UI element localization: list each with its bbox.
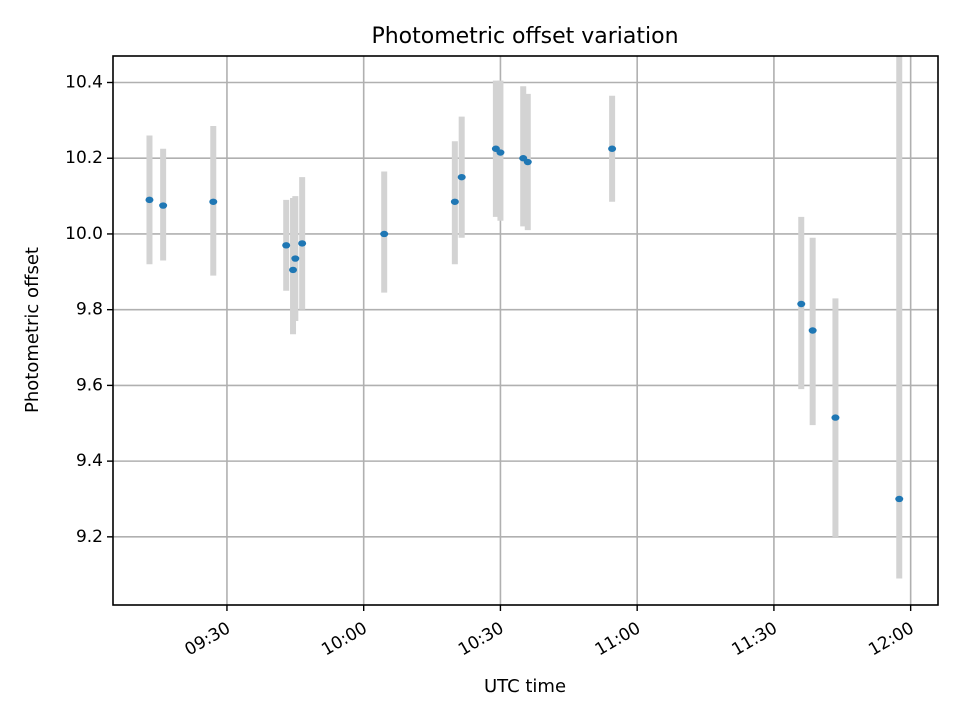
y-tick-label: 9.2: [76, 527, 103, 547]
data-point: [159, 202, 168, 209]
data-point: [523, 158, 532, 166]
data-point: [608, 145, 617, 152]
y-tick-label: 9.8: [76, 300, 103, 320]
y-axis: 9.2 9.4 9.6 9.8 10.0 10.2 10.4: [65, 73, 113, 547]
data-point: [145, 196, 154, 204]
data-point: [282, 242, 291, 249]
x-axis-label: UTC time: [484, 676, 566, 697]
y-tick-label: 9.6: [76, 375, 103, 395]
data-point: [209, 198, 218, 205]
data-point: [496, 149, 505, 156]
y-tick-label: 9.4: [76, 451, 103, 471]
y-axis-label: Photometric offset: [22, 247, 43, 413]
data-points: [145, 145, 904, 503]
data-point: [289, 266, 298, 274]
data-point: [298, 240, 307, 247]
plot-frame: [112, 55, 939, 606]
data-point: [797, 300, 806, 308]
data-point: [291, 255, 300, 262]
data-point: [895, 495, 904, 503]
y-tick-label: 10.4: [65, 73, 103, 93]
data-point: [831, 414, 840, 421]
y-tick-label: 10.2: [65, 148, 103, 168]
data-point: [457, 173, 466, 181]
data-point: [380, 230, 389, 238]
y-tick-label: 10.0: [65, 224, 103, 244]
data-point: [808, 327, 817, 334]
chart-title: Photometric offset variation: [371, 24, 678, 49]
data-point: [450, 198, 459, 205]
